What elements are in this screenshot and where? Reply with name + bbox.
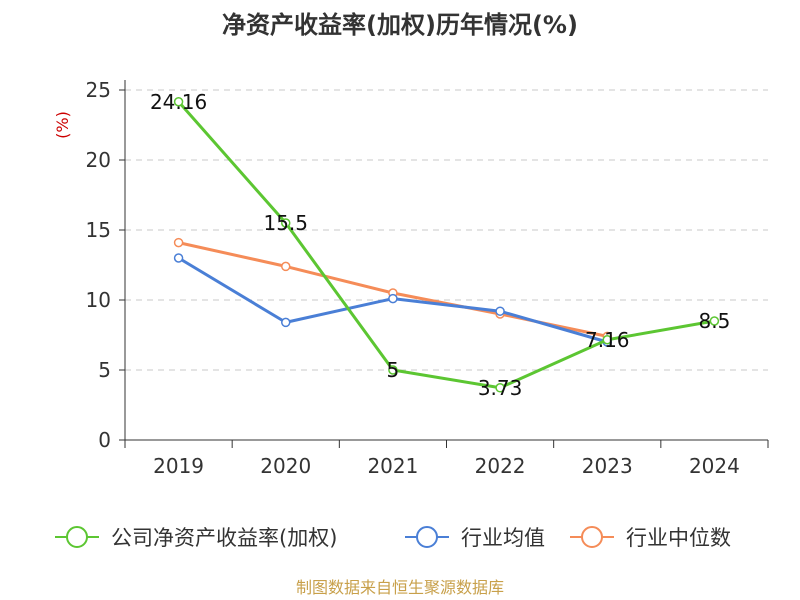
axes: 0 5 10 15 20 25 2019 2020 2021 2022 2023 2024 [86, 78, 769, 478]
data-point[interactable] [173, 237, 184, 248]
x-tick-label: 2021 [367, 454, 418, 478]
y-tick-label: 25 [86, 78, 111, 102]
data-point[interactable] [173, 97, 184, 107]
data-point[interactable] [281, 317, 291, 328]
data-label: 7.16 [585, 328, 630, 352]
data-point[interactable] [709, 316, 720, 326]
data-point[interactable] [495, 383, 505, 393]
y-tick-label: 20 [86, 148, 111, 172]
data-point[interactable] [388, 293, 398, 304]
legend-marker-icon [66, 526, 88, 548]
legend-item[interactable]: 行业中位数 [570, 526, 731, 550]
data-point[interactable] [281, 218, 291, 228]
data-point[interactable] [495, 306, 505, 316]
x-tick-label: 2019 [153, 454, 204, 478]
data-point[interactable] [388, 365, 398, 375]
data-point[interactable] [173, 253, 184, 263]
y-axis-unit-label: (%) [53, 111, 72, 139]
source-note: 制图数据来自恒生聚源数据库 [296, 578, 504, 597]
legend-label: 公司净资产收益率(加权) [111, 526, 337, 550]
x-tick-label: 2023 [582, 454, 633, 478]
legend-item[interactable]: 行业均值 [405, 526, 545, 550]
chart-title: 净资产收益率(加权)历年情况(%) [222, 11, 578, 39]
x-tick-label: 2024 [689, 454, 740, 478]
y-tick-label: 5 [98, 358, 111, 382]
legend-marker-icon [416, 526, 438, 548]
y-tick-label: 0 [98, 428, 111, 452]
x-tick-label: 2022 [475, 454, 526, 478]
data-label: 3.73 [478, 376, 523, 400]
series-line [177, 100, 715, 390]
series-layer [173, 97, 720, 393]
data-label: 5 [387, 358, 400, 382]
y-tick-label: 15 [86, 218, 111, 242]
gridlines [125, 89, 768, 371]
legend[interactable]: 公司净资产收益率(加权) 行业均值 行业中位数 [55, 526, 731, 550]
data-point[interactable] [281, 261, 291, 272]
x-tick-label: 2020 [260, 454, 311, 478]
legend-item[interactable]: 公司净资产收益率(加权) [55, 526, 337, 550]
data-label: 8.5 [699, 309, 731, 333]
data-labels: 24.16 15.5 5 3.73 7.16 8.5 [150, 90, 730, 400]
legend-marker-icon [581, 526, 603, 548]
data-label: 15.5 [263, 211, 308, 235]
data-label: 24.16 [150, 90, 207, 114]
data-point[interactable] [602, 335, 612, 345]
y-tick-label: 10 [86, 288, 111, 312]
legend-label: 行业中位数 [626, 526, 731, 550]
legend-label: 行业均值 [461, 526, 545, 550]
